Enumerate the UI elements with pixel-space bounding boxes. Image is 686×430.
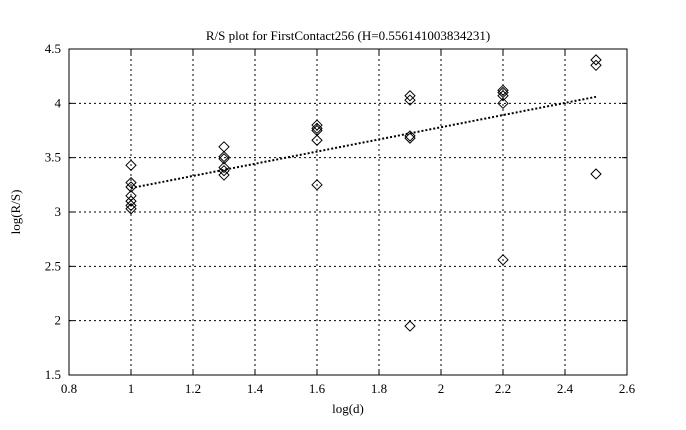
data-point	[218, 169, 230, 181]
data-point	[125, 159, 137, 171]
data-point	[125, 176, 137, 189]
y-axis-label: log(R/S)	[8, 190, 23, 235]
x-tick-label: 1.6	[309, 381, 326, 396]
data-point	[125, 181, 137, 193]
x-tick-label: 1.8	[371, 381, 387, 396]
x-tick-label: 0.8	[61, 381, 77, 396]
y-tick-label: 1.5	[45, 367, 61, 382]
x-axis-label: log(d)	[332, 401, 364, 416]
y-tick-label: 4	[55, 95, 62, 110]
y-tick-label: 2.5	[45, 258, 61, 273]
data-point	[404, 94, 416, 106]
data-point	[497, 97, 509, 110]
data-point	[218, 153, 230, 165]
x-tick-label: 1.2	[185, 381, 201, 396]
data-point	[590, 59, 602, 72]
data-point	[218, 164, 230, 177]
y-tick-label: 3	[55, 204, 62, 219]
data-point	[311, 122, 323, 135]
data-point	[311, 179, 323, 191]
data-point	[311, 119, 323, 131]
data-point	[497, 84, 509, 97]
data-point	[404, 132, 416, 144]
x-tick-label: 2.6	[619, 381, 636, 396]
x-tick-label: 2.2	[495, 381, 511, 396]
data-point	[404, 130, 416, 142]
data-point	[125, 203, 137, 215]
data-point	[125, 199, 137, 212]
data-point	[497, 254, 509, 266]
data-point	[590, 168, 602, 180]
x-tick-label: 1.4	[247, 381, 264, 396]
data-point	[497, 86, 509, 99]
y-tick-label: 3.5	[45, 150, 61, 165]
data-point	[218, 141, 230, 153]
data-point	[590, 54, 602, 66]
x-tick-label: 1	[128, 381, 135, 396]
y-tick-label: 4.5	[45, 41, 61, 56]
x-tick-label: 2.4	[557, 381, 574, 396]
plot-frame	[68, 48, 628, 376]
data-point	[404, 90, 416, 102]
data-point	[125, 195, 137, 207]
data-point	[497, 90, 509, 102]
fit-line	[130, 95, 597, 190]
x-tick-label: 2	[438, 381, 445, 396]
chart-title: R/S plot for FirstContact256 (H=0.556141…	[206, 28, 490, 43]
data-point	[311, 134, 323, 146]
data-point	[218, 161, 230, 174]
y-tick-label: 2	[55, 313, 62, 328]
data-point	[218, 150, 230, 163]
data-point	[404, 320, 416, 332]
